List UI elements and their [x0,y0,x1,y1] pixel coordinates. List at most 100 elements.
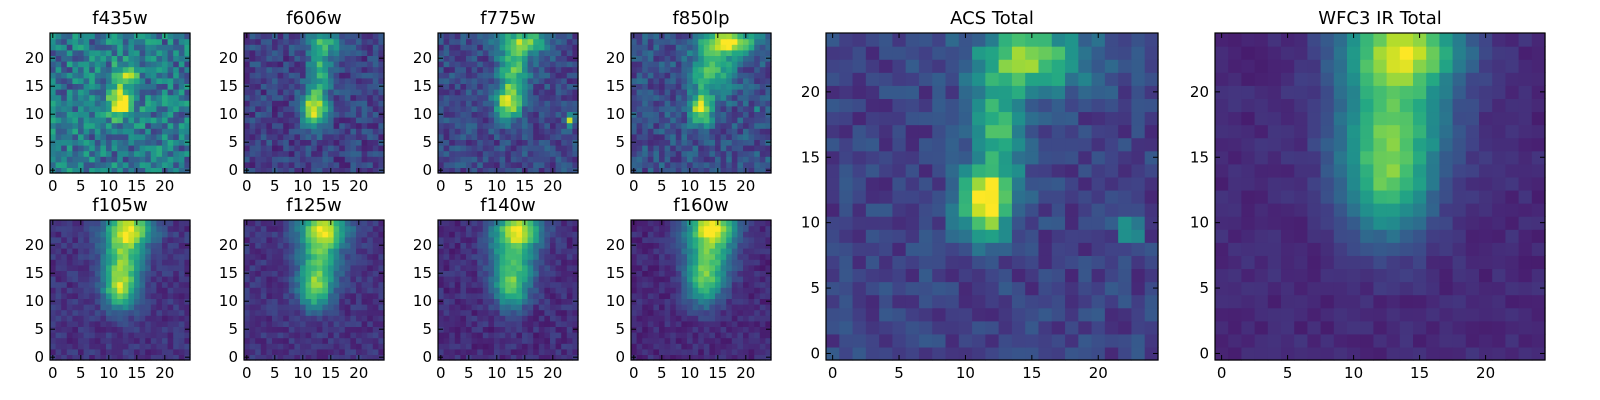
heatmap-cell [438,105,445,112]
heatmap-cell [555,270,562,277]
heatmap-cell [162,49,169,56]
heatmap-cell [522,83,529,90]
heatmap-cell [516,150,523,157]
heatmap-cell [544,167,551,174]
heatmap-cell [294,133,301,140]
heatmap-cell [443,287,450,294]
heatmap-cell [477,337,484,344]
heatmap-cell [516,167,523,174]
heatmap-cell [659,281,666,288]
heatmap-cell [288,156,295,163]
heatmap-cell [726,66,733,73]
heatmap-cell [533,281,540,288]
heatmap-cell [128,49,135,56]
heatmap-cell [642,33,649,40]
heatmap-cell [344,276,351,283]
heatmap-cell [715,287,722,294]
heatmap-cell [328,38,335,45]
heatmap-cell [748,320,755,327]
heatmap-cell [55,326,62,333]
heatmap-cell [527,128,534,135]
heatmap-cell [78,348,85,355]
heatmap-cell [687,150,694,157]
heatmap-cell [675,292,682,299]
heatmap-cell [631,309,638,316]
heatmap-cell [726,320,733,327]
heatmap-cell [561,145,568,152]
heatmap-cell [675,309,682,316]
heatmap-cell [128,117,135,124]
heatmap-cell [765,117,772,124]
heatmap-cell [720,276,727,283]
heatmap-cell [566,270,573,277]
heatmap-cell [255,231,262,238]
heatmap-cell [488,343,495,350]
heatmap-cell [111,270,118,277]
heatmap-cell [527,89,534,96]
heatmap-cell [322,128,329,135]
heatmap-cell [100,139,107,146]
heatmap-cell [249,100,256,107]
heatmap-cell [653,276,660,283]
heatmap-cell [150,167,157,174]
heatmap-cell [522,320,529,327]
heatmap-cell [494,242,501,249]
heatmap-cell [572,156,579,163]
heatmap-cell [145,94,152,101]
heatmap-cell [361,270,368,277]
heatmap-cell [61,337,68,344]
heatmap-cell [356,122,363,129]
y-tick-label: 15 [413,264,432,282]
heatmap-cell [316,44,323,51]
heatmap-cell [703,276,710,283]
heatmap-cell [111,49,118,56]
heatmap-cell [50,292,57,299]
heatmap-cell [454,332,461,339]
heatmap-cell [333,315,340,322]
heatmap-cell [659,38,666,45]
heatmap-cell [94,236,101,243]
heatmap-cell [471,281,478,288]
heatmap-cell [83,122,90,129]
heatmap-cell [572,253,579,260]
heatmap-cell [361,111,368,118]
heatmap-cell [122,348,129,355]
heatmap-cell [466,343,473,350]
heatmap-cell [350,259,357,266]
heatmap-cell [748,55,755,62]
heatmap-cell [687,156,694,163]
heatmap-cell [156,89,163,96]
heatmap-cell [698,100,705,107]
heatmap-cell [372,264,379,271]
heatmap-cell [510,270,517,277]
heatmap-cell [561,281,568,288]
heatmap-cell [300,150,307,157]
heatmap-cell [759,150,766,157]
heatmap-cell [550,320,557,327]
heatmap-cell [162,150,169,157]
heatmap-cell [322,354,329,361]
heatmap-cell [322,55,329,62]
heatmap-cell [378,309,385,316]
heatmap-cell [173,117,180,124]
heatmap-cell [344,83,351,90]
heatmap-cell [134,61,141,68]
heatmap-cell [505,276,512,283]
heatmap-cell [145,242,152,249]
heatmap-cell [255,292,262,299]
heatmap-cell [128,133,135,140]
heatmap-cell [283,320,290,327]
heatmap-cell [670,354,677,361]
heatmap-cell [510,298,517,305]
heatmap-cell [316,38,323,45]
heatmap-cell [703,326,710,333]
heatmap-cell [277,315,284,322]
heatmap-cell [134,94,141,101]
heatmap-cell [731,89,738,96]
heatmap-cell [344,145,351,152]
heatmap-cell [244,49,251,56]
heatmap-cell [494,231,501,238]
heatmap-cell [106,242,113,249]
heatmap-cell [737,304,744,311]
heatmap-cell [675,33,682,40]
